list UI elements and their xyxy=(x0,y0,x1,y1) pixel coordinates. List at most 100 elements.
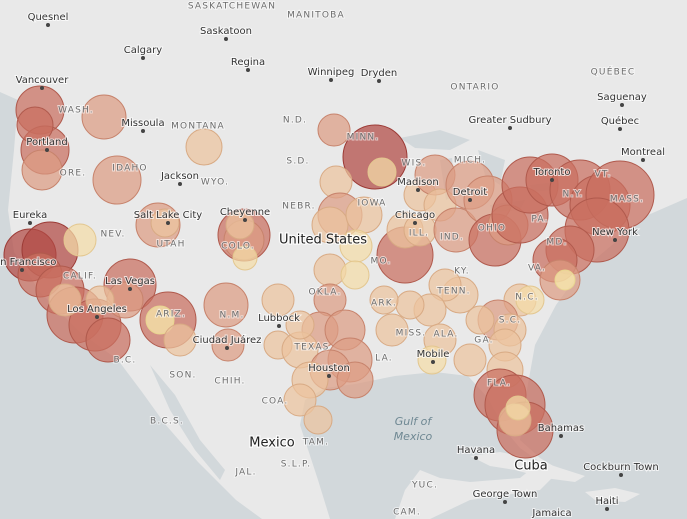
region-label: MASS. xyxy=(610,195,644,205)
region-label: TAM. xyxy=(302,438,329,448)
region-label: CHIH. xyxy=(214,377,245,387)
city-label: Madison xyxy=(397,177,439,188)
bubble xyxy=(554,269,576,291)
region-label: ONTARIO xyxy=(450,83,499,93)
city-label: Greater Sudbury xyxy=(468,115,551,126)
city-label: Houston xyxy=(308,363,350,374)
city-dot xyxy=(225,346,229,350)
great-lakes xyxy=(400,130,555,212)
city-label: Cockburn Town xyxy=(583,462,659,473)
city-label: Las Vegas xyxy=(105,276,155,287)
country-label: Mexico xyxy=(249,436,294,451)
region-label: MINN. xyxy=(347,133,380,143)
city-label: Vancouver xyxy=(16,75,70,86)
bubble xyxy=(81,94,127,140)
city-dot xyxy=(20,268,24,272)
city-dot xyxy=(508,126,512,130)
city-label: Mobile xyxy=(417,349,450,360)
label-layer: Quesnel Calgary Saskatoon Regina Winnipeg Dry… xyxy=(0,1,666,519)
bubble xyxy=(367,157,397,187)
region-label: B.C.S. xyxy=(150,417,184,427)
water-label: Gulf of xyxy=(395,415,434,428)
city-dot xyxy=(45,148,49,152)
region-label: MD. xyxy=(546,238,567,248)
bubble xyxy=(261,283,295,317)
city-dot xyxy=(474,456,478,460)
region-label: QUÉBEC xyxy=(591,66,636,78)
region-label: LA. xyxy=(375,354,393,364)
region-label: ILL. xyxy=(409,229,429,239)
city-dot xyxy=(224,37,228,41)
city-label: Dryden xyxy=(361,68,398,79)
region-label: CAM. xyxy=(393,508,421,518)
city-label: Quesnel xyxy=(28,12,69,23)
bubble xyxy=(375,313,409,347)
bubble-layer xyxy=(3,85,655,459)
bubble xyxy=(203,282,249,328)
city-label: Saskatoon xyxy=(200,26,252,37)
region-label: ALA. xyxy=(433,330,458,340)
city-label: Jackson xyxy=(160,171,199,182)
city-dot xyxy=(618,127,622,131)
cuba-island xyxy=(470,452,585,482)
region-label: WYO. xyxy=(201,178,229,188)
city-dot xyxy=(503,500,507,504)
bubble xyxy=(85,317,131,363)
region-label: S.C. xyxy=(499,316,522,326)
bubble xyxy=(85,285,115,315)
region-label: IOWA xyxy=(357,199,386,209)
city-dot xyxy=(141,56,145,60)
region-label: B.C. xyxy=(114,356,137,366)
bubble xyxy=(150,208,180,238)
region-label: UTAH xyxy=(156,240,185,250)
region-label: WIS. xyxy=(402,159,427,169)
region-label: FLA. xyxy=(487,379,511,389)
city-dot xyxy=(28,221,32,225)
bubble xyxy=(317,113,351,147)
atlantic-ocean xyxy=(430,198,687,519)
region-label: MICH. xyxy=(454,156,486,166)
city-dot xyxy=(416,188,420,192)
bubble xyxy=(428,268,462,302)
region-label: JAL. xyxy=(234,468,256,478)
bubble xyxy=(185,128,223,166)
city-dot xyxy=(178,182,182,186)
city-dot xyxy=(128,287,132,291)
region-label: N.C. xyxy=(515,293,539,303)
city-dot xyxy=(413,221,417,225)
bubble xyxy=(465,305,495,335)
bubble xyxy=(163,323,197,357)
city-label: Detroit xyxy=(453,187,488,198)
region-label: S.D. xyxy=(286,157,309,167)
region-label: OKLA. xyxy=(308,288,341,298)
city-dot xyxy=(377,79,381,83)
city-dot xyxy=(641,158,645,162)
region-label: N.Y. xyxy=(563,190,584,200)
region-label: S.L.P. xyxy=(281,460,312,470)
city-dot xyxy=(605,507,609,511)
city-label: Ciudad Juárez xyxy=(193,334,262,346)
bubble xyxy=(16,106,54,144)
pacific-ocean xyxy=(0,92,262,519)
hispaniola-island xyxy=(585,488,640,502)
region-label: MANITOBA xyxy=(287,11,345,21)
region-label: N.D. xyxy=(283,116,307,126)
region-label: KY. xyxy=(454,267,470,277)
city-label: Toronto xyxy=(533,167,571,178)
region-label: NEBR. xyxy=(282,202,315,212)
bubble xyxy=(232,245,258,271)
city-dot xyxy=(559,434,563,438)
city-label: Chicago xyxy=(395,210,435,221)
region-label: N.M. xyxy=(219,311,244,321)
city-dot xyxy=(613,238,617,242)
region-label: IND. xyxy=(440,233,464,243)
bubble xyxy=(285,310,315,340)
bubble xyxy=(515,285,545,315)
bubble xyxy=(211,328,245,362)
bubble xyxy=(303,405,333,435)
city-dot xyxy=(327,374,331,378)
city-dot xyxy=(329,78,333,82)
bubble xyxy=(340,260,370,290)
city-label: Montreal xyxy=(621,147,665,158)
bubble xyxy=(313,253,347,287)
